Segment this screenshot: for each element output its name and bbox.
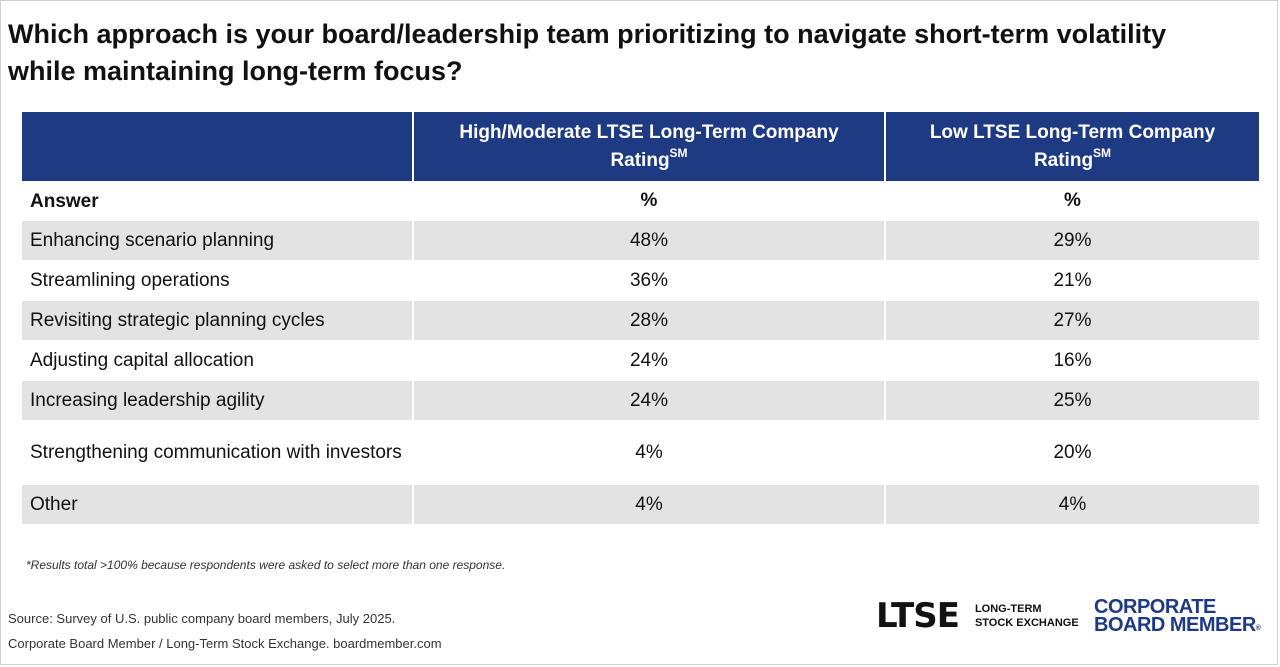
- cbm-line2-text: BOARD MEMBER: [1094, 614, 1256, 636]
- row-label: Adjusting capital allocation: [22, 340, 414, 381]
- row-label: Increasing leadership agility: [22, 380, 414, 421]
- credit-line: Corporate Board Member / Long-Term Stock…: [8, 636, 442, 651]
- column-header-label: Low LTSE Long-Term Company Rating: [929, 121, 1216, 171]
- low-value: 20%: [885, 420, 1259, 485]
- registered-mark: ®: [1255, 625, 1261, 632]
- low-value: 16%: [885, 340, 1259, 381]
- cbm-line2: BOARD MEMBER®: [1094, 614, 1261, 638]
- high-moderate-value: 36%: [413, 260, 886, 301]
- service-mark: SM: [669, 145, 688, 160]
- row-label: Strengthening communication with investo…: [22, 420, 414, 485]
- corporate-board-member-logo: CORPORATE BOARD MEMBER®: [1094, 596, 1261, 638]
- percent-label: %: [413, 181, 886, 221]
- row-label: Streamlining operations: [22, 260, 414, 301]
- low-value: 25%: [885, 380, 1259, 421]
- table-header-row: High/Moderate LTSE Long-Term Company Rat…: [22, 112, 1259, 182]
- results-table: High/Moderate LTSE Long-Term Company Rat…: [22, 112, 1259, 524]
- ltse-tagline: LONG-TERM STOCK EXCHANGE: [975, 602, 1079, 630]
- high-moderate-value: 24%: [413, 380, 886, 421]
- column-header-low: Low LTSE Long-Term Company RatingSM: [885, 112, 1259, 182]
- table-row: Strengthening communication with investo…: [22, 420, 1259, 485]
- table-row: Enhancing scenario planning 48% 29%: [22, 220, 1259, 261]
- percent-label: %: [885, 181, 1259, 221]
- high-moderate-value: 4%: [413, 420, 886, 485]
- column-header-label: High/Moderate LTSE Long-Term Company Rat…: [459, 121, 839, 171]
- ltse-tagline-line1: LONG-TERM: [974, 603, 1042, 615]
- table-row: Other 4% 4%: [22, 484, 1259, 524]
- table-row: Revisiting strategic planning cycles 28% 2…: [22, 300, 1259, 341]
- low-value: 4%: [885, 484, 1259, 524]
- source-line: Source: Survey of U.S. public company bo…: [8, 611, 396, 626]
- column-header-high-moderate: High/Moderate LTSE Long-Term Company Rat…: [413, 112, 886, 182]
- ltse-wordmark: LTSE: [876, 596, 960, 636]
- chart-title: Which approach is your board/leadership …: [8, 19, 1167, 86]
- source-block: Source: Survey of U.S. public company bo…: [8, 606, 442, 656]
- row-label: Revisiting strategic planning cycles: [22, 300, 414, 341]
- ltse-logo: LTSE LONG-TERM STOCK EXCHANGE: [876, 596, 1079, 636]
- table-row: Increasing leadership agility 24% 25%: [22, 380, 1259, 421]
- answer-header-row: Answer % %: [22, 181, 1259, 221]
- table-row: Streamlining operations 36% 21%: [22, 260, 1259, 301]
- low-value: 29%: [885, 220, 1259, 261]
- cbm-line1: CORPORATE: [1094, 596, 1216, 618]
- service-mark: SM: [1093, 145, 1112, 160]
- row-label: Enhancing scenario planning: [22, 220, 414, 261]
- table-row: Adjusting capital allocation 24% 16%: [22, 340, 1259, 381]
- high-moderate-value: 28%: [413, 300, 886, 341]
- high-moderate-value: 4%: [413, 484, 886, 524]
- answer-label: Answer: [22, 181, 414, 221]
- header-blank-cell: [22, 112, 414, 182]
- low-value: 21%: [885, 260, 1259, 301]
- high-moderate-value: 24%: [413, 340, 886, 381]
- footnote: *Results total >100% because respondents…: [26, 558, 506, 572]
- low-value: 27%: [885, 300, 1259, 341]
- ltse-tagline-line2: STOCK EXCHANGE: [974, 617, 1079, 629]
- row-label: Other: [22, 484, 414, 524]
- high-moderate-value: 48%: [413, 220, 886, 261]
